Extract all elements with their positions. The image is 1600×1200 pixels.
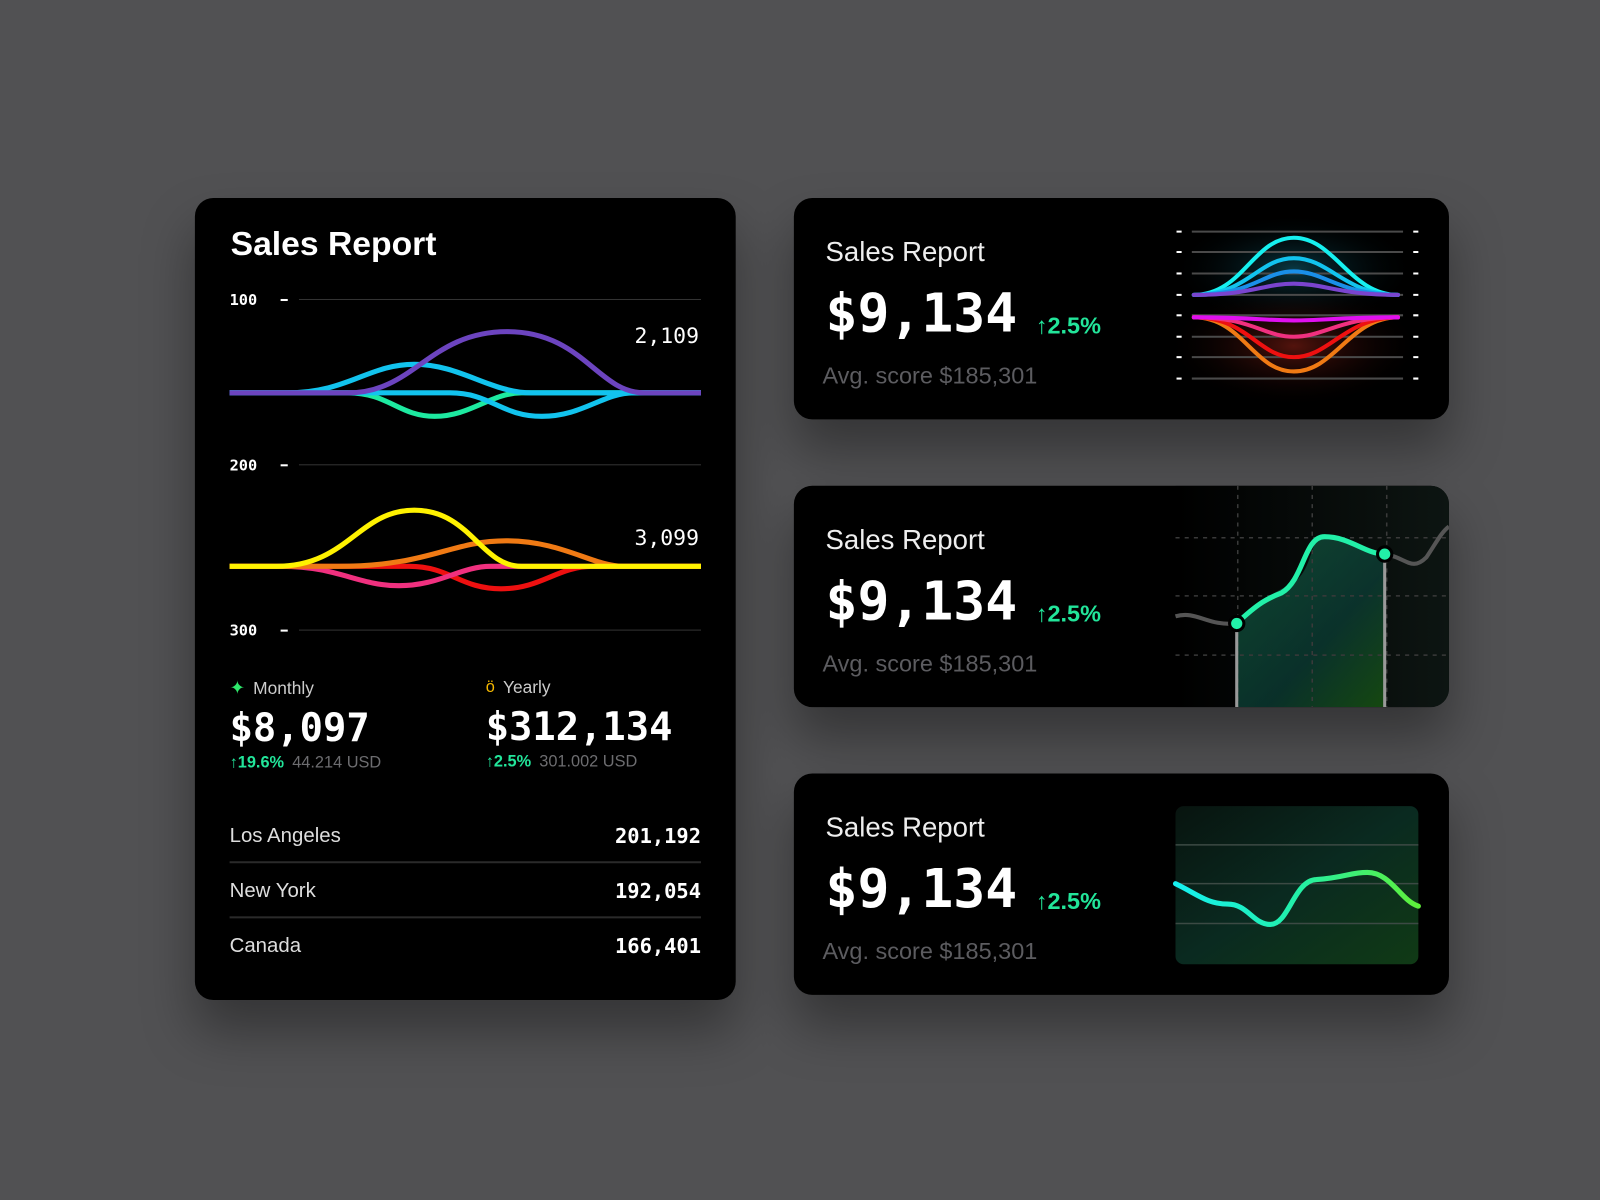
location-name: New York [229,879,316,902]
sparkle-icon: ✦ [229,677,245,698]
change-badge: ↑2.5% [485,753,532,771]
divider [229,916,702,919]
wave-chart [229,329,702,592]
avg-score: Avg. score $185,301 [822,937,1038,965]
location-value: 166,401 [614,933,702,959]
axis-label: 100 [229,290,258,310]
change-badge: ↑2.5% [1035,312,1101,339]
series-cyan-lower [229,390,702,419]
data-point [1376,545,1394,563]
axis-label: 300 [229,621,258,640]
sales-card-sparkline: Sales Report $9,134 ↑2.5% Avg. score $18… [793,773,1449,995]
location-value: 201,192 [614,823,702,848]
card-title: Sales Report [825,524,985,556]
usd-value: 301.002 USD [539,753,638,771]
change-badge: ↑2.5% [1035,599,1101,627]
location-value: 192,054 [614,878,702,904]
avg-score: Avg. score $185,301 [822,362,1038,389]
location-row[interactable]: New York 192,054 [230,863,701,918]
monthly-stat: ✦ Monthly $8,097 ↑19.6% 44.214 USD [230,678,382,773]
sales-card-line: Sales Report $9,134 ↑2.5% Avg. score $18… [793,485,1449,708]
stat-value: $8,097 [229,705,370,750]
series-cyan-upper [229,361,702,396]
axis-label: 200 [229,456,258,475]
tick [280,629,288,632]
curve-value-label: 3,099 [634,525,699,550]
usd-value: 44.214 USD [292,754,382,772]
card-title: Sales Report [825,236,985,268]
location-row[interactable]: Los Angeles 201,192 [230,808,701,863]
series-green [229,390,702,419]
curve-value-label: 2,109 [634,323,699,348]
glow-wave-chart [1166,213,1422,408]
stat-label: Monthly [253,678,314,698]
sales-value: $9,134 [825,283,1018,345]
data-point [1228,614,1246,633]
series-yellow [229,507,702,569]
location-name: Canada [229,934,302,957]
series-orange [229,538,702,569]
medal-icon: ö [485,678,495,696]
gridline [298,629,702,631]
stat-label: Yearly [502,677,551,697]
sales-value: $9,134 [825,859,1018,921]
sales-value: $9,134 [825,571,1018,633]
series-purple [229,329,702,396]
yearly-stat: ö Yearly $312,134 ↑2.5% 301.002 USD [486,678,673,772]
change-badge: ↑2.5% [1035,887,1101,915]
gridline [298,464,702,466]
divider [229,861,702,864]
location-name: Los Angeles [229,823,341,847]
stat-value: $312,134 [485,704,673,749]
avg-score: Avg. score $185,301 [822,649,1038,677]
gridline [298,298,702,300]
tick [280,464,288,467]
tick [280,298,288,302]
card-title: Sales Report [825,812,985,843]
sparkline-chart [1172,806,1421,965]
sales-report-card: Sales Report 100 200 300 2,109 3,099 ✦ Mo… [194,197,736,1000]
line-chart [1174,485,1449,708]
sales-card-glow: Sales Report $9,134 ↑2.5% Avg. score $18… [793,197,1449,420]
location-row[interactable]: Canada 166,401 [230,918,701,973]
change-badge: ↑19.6% [229,754,285,772]
series-red [229,563,702,592]
card-title: Sales Report [230,224,437,263]
